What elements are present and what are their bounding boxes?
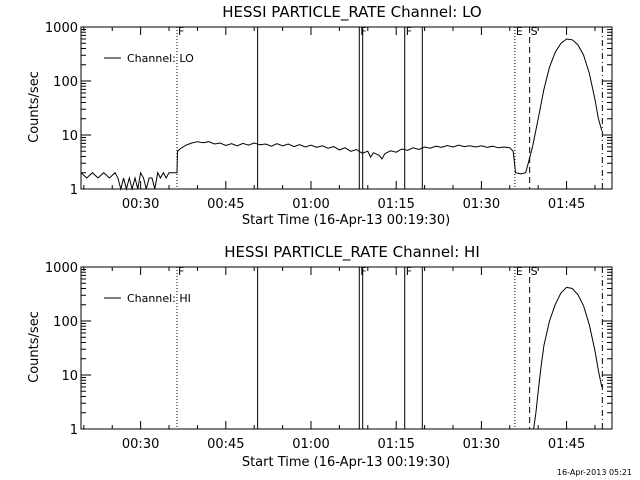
x-tick-label: 00:30	[122, 437, 159, 452]
x-tick-label: 01:15	[377, 197, 414, 212]
chart-title: HESSI PARTICLE_RATE Channel: LO	[222, 3, 481, 22]
flag-label: F	[406, 25, 412, 38]
flag-label: E	[516, 25, 523, 38]
x-tick-label: 01:00	[292, 197, 329, 212]
series-line	[533, 286, 603, 430]
x-tick-label: 00:45	[207, 197, 244, 212]
flag-label: S	[531, 265, 538, 278]
y-axis-label: Counts/sec	[27, 311, 42, 383]
y-tick-label: 100	[53, 75, 78, 90]
x-axis-label: Start Time (16-Apr-13 00:19:30)	[242, 213, 450, 228]
y-tick-label: 1	[70, 423, 78, 438]
plot-timestamp: 16-Apr-2013 05:21	[557, 468, 632, 477]
x-tick-label: 01:15	[377, 437, 414, 452]
y-tick-label: 1000	[45, 261, 78, 276]
flag-label: S	[531, 25, 538, 38]
y-tick-label: 10	[61, 129, 78, 144]
x-axis-label: Start Time (16-Apr-13 00:19:30)	[242, 455, 450, 470]
x-tick-label: 01:30	[463, 437, 500, 452]
x-tick-label: 01:45	[548, 437, 585, 452]
chart-panel-hi: HESSI PARTICLE_RATE Channel: HI Counts/s…	[27, 243, 613, 470]
x-tick-label: 00:30	[122, 197, 159, 212]
y-tick-label: 1000	[45, 21, 78, 36]
flag-label: F	[178, 265, 184, 278]
plot-frame	[80, 266, 613, 430]
plot-frame	[80, 26, 613, 190]
x-tick-label: 00:45	[207, 437, 244, 452]
x-tick-label: 01:00	[292, 437, 329, 452]
flag-label: F	[406, 265, 412, 278]
flag-label: F	[360, 265, 366, 278]
flag-label: F	[178, 25, 184, 38]
legend-label: Channel: LO	[127, 52, 194, 65]
chart-panel-lo: HESSI PARTICLE_RATE Channel: LO Counts/s…	[27, 3, 613, 228]
x-tick-label: 01:30	[463, 197, 500, 212]
legend-label: Channel: HI	[127, 292, 191, 305]
series-line	[80, 38, 603, 191]
flag-label: E	[516, 265, 523, 278]
x-tick-label: 01:45	[548, 197, 585, 212]
chart-title: HESSI PARTICLE_RATE Channel: HI	[224, 243, 480, 262]
y-tick-label: 10	[61, 369, 78, 384]
y-tick-label: 1	[70, 183, 78, 198]
y-tick-label: 100	[53, 315, 78, 330]
flag-label: F	[360, 25, 366, 38]
y-axis-label: Counts/sec	[27, 71, 42, 143]
